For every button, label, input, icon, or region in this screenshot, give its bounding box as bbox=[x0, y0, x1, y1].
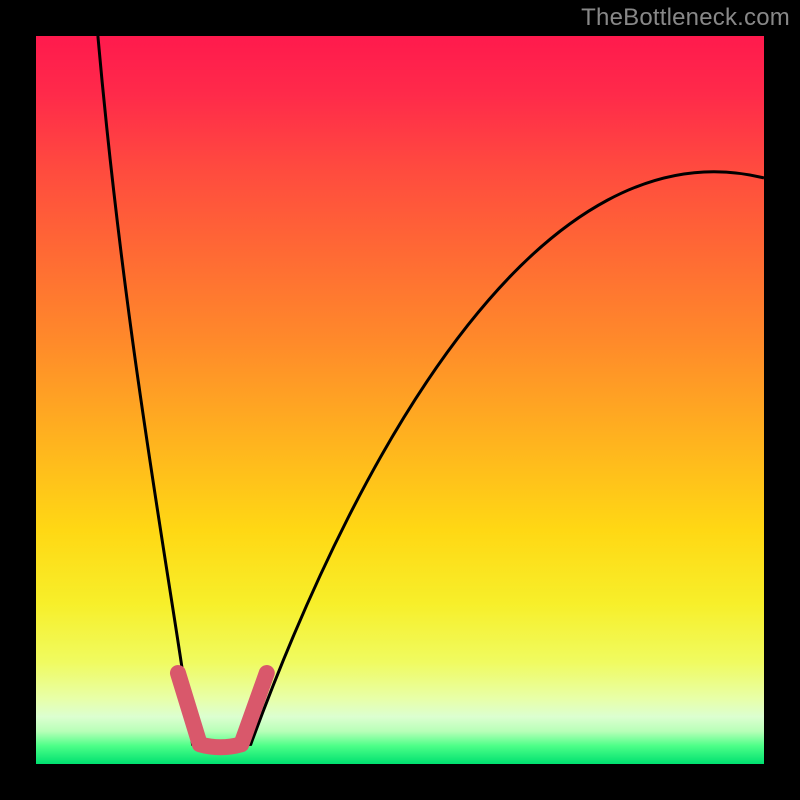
plot-area bbox=[36, 36, 764, 764]
gradient-background bbox=[36, 36, 764, 764]
watermark-text: TheBottleneck.com bbox=[581, 4, 790, 32]
bottleneck-chart bbox=[0, 0, 800, 800]
chart-stage: TheBottleneck.com bbox=[0, 0, 800, 800]
